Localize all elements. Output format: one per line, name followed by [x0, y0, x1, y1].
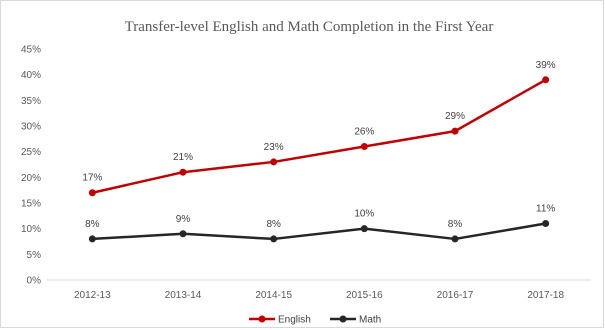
x-tick-label: 2015-16 [346, 290, 383, 301]
data-label: 9% [176, 214, 191, 225]
y-tick-label: 40% [21, 70, 41, 81]
y-tick-label: 5% [27, 250, 42, 261]
data-point [360, 225, 368, 233]
data-label: 21% [173, 152, 193, 163]
legend-item-english: English [249, 315, 311, 326]
data-label: 39% [536, 60, 556, 71]
data-point [270, 158, 278, 166]
legend: English Math [249, 315, 381, 326]
legend-swatch-marker [258, 315, 266, 323]
series-math: 8% 9% 8% 10% 8% 11% [85, 204, 555, 243]
data-point [179, 168, 187, 176]
x-tick-label: 2013-14 [165, 290, 202, 301]
x-tick-label: 2017-18 [527, 290, 564, 301]
x-tick-label: 2012-13 [74, 290, 111, 301]
y-axis: 0% 5% 10% 15% 20% 25% 30% 35% 40% 45% [21, 45, 41, 287]
data-point [270, 235, 278, 243]
data-label: 29% [445, 111, 465, 122]
series-layer: 17% 21% 23% 26% 29% 39% 8% 9% 8% 10% 8% 11% [82, 60, 556, 243]
series-line [92, 78, 547, 194]
y-tick-label: 20% [21, 173, 41, 184]
legend-swatch-marker [339, 315, 347, 323]
data-label: 17% [82, 173, 102, 184]
y-tick-label: 25% [21, 147, 41, 158]
y-tick-label: 0% [27, 276, 42, 287]
data-label: 11% [536, 204, 555, 215]
y-tick-label: 15% [21, 199, 41, 210]
legend-label: Math [359, 315, 381, 326]
data-point [451, 127, 459, 135]
data-point [88, 189, 96, 197]
chart-title: Transfer-level English and Math Completi… [125, 19, 494, 35]
data-label: 8% [85, 219, 100, 230]
data-point [179, 230, 187, 238]
legend-item-math: Math [330, 315, 381, 326]
y-tick-label: 35% [21, 96, 41, 107]
data-label: 8% [448, 219, 463, 230]
data-point [451, 235, 459, 243]
data-label: 8% [266, 219, 281, 230]
data-label: 23% [264, 142, 284, 153]
legend-label: English [278, 315, 311, 326]
data-point [542, 76, 550, 84]
series-english: 17% 21% 23% 26% 29% 39% [82, 60, 556, 197]
data-point [88, 235, 96, 243]
series-line [92, 222, 546, 241]
y-tick-label: 30% [21, 122, 41, 133]
y-tick-label: 10% [21, 224, 41, 235]
y-tick-label: 45% [21, 45, 41, 56]
data-label: 26% [354, 127, 374, 138]
data-point [360, 143, 368, 151]
data-point [542, 220, 550, 228]
x-tick-label: 2016-17 [437, 290, 474, 301]
x-axis: 2012-13 2013-14 2014-15 2015-16 2016-17 2017-… [47, 279, 591, 301]
x-tick-label: 2014-15 [255, 290, 292, 301]
data-label: 10% [354, 209, 374, 220]
